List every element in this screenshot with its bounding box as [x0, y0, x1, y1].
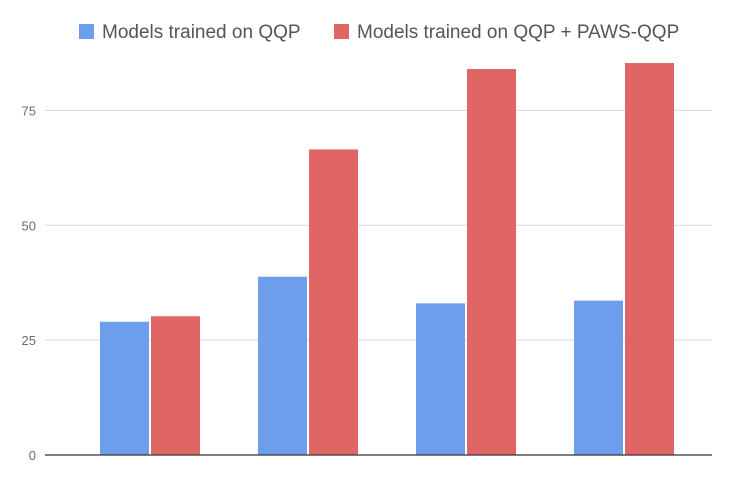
bar-series-1-category-4 [574, 300, 623, 455]
bar-series-1-category-1 [100, 321, 149, 455]
bar-series-1-category-2 [258, 276, 307, 455]
y-axis-ticks: 0 25 50 75 [22, 103, 36, 463]
y-tick-label: 25 [22, 333, 36, 348]
bar-series-1-category-3 [416, 303, 465, 455]
chart-legend: Models trained on QQP Models trained on Q… [79, 22, 679, 43]
bar-series-2-category-3 [467, 69, 516, 456]
bar-series-2-category-1 [151, 316, 200, 455]
bar-series-2-category-2 [309, 149, 358, 455]
y-tick-label: 50 [22, 218, 36, 233]
legend-label-series-2: Models trained on QQP + PAWS-QQP [357, 22, 679, 43]
legend-label-series-1: Models trained on QQP [102, 22, 301, 43]
legend-swatch-series-2 [334, 24, 349, 39]
bar-series-2-category-4 [625, 63, 674, 455]
bars [100, 63, 674, 456]
y-tick-label: 0 [29, 448, 36, 463]
y-tick-label: 75 [22, 103, 36, 118]
legend-swatch-series-1 [79, 24, 94, 39]
